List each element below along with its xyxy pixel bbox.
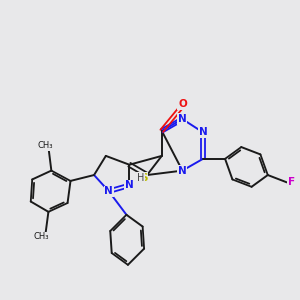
Text: S: S bbox=[140, 173, 148, 183]
Text: H: H bbox=[137, 173, 144, 183]
Text: N: N bbox=[199, 127, 207, 137]
Text: CH₃: CH₃ bbox=[33, 232, 49, 242]
Text: F: F bbox=[288, 177, 295, 188]
Text: N: N bbox=[125, 180, 134, 190]
Text: O: O bbox=[178, 99, 187, 110]
Text: CH₃: CH₃ bbox=[38, 141, 53, 150]
Text: N: N bbox=[104, 186, 113, 196]
Text: N: N bbox=[178, 114, 187, 124]
Text: N: N bbox=[178, 166, 187, 176]
